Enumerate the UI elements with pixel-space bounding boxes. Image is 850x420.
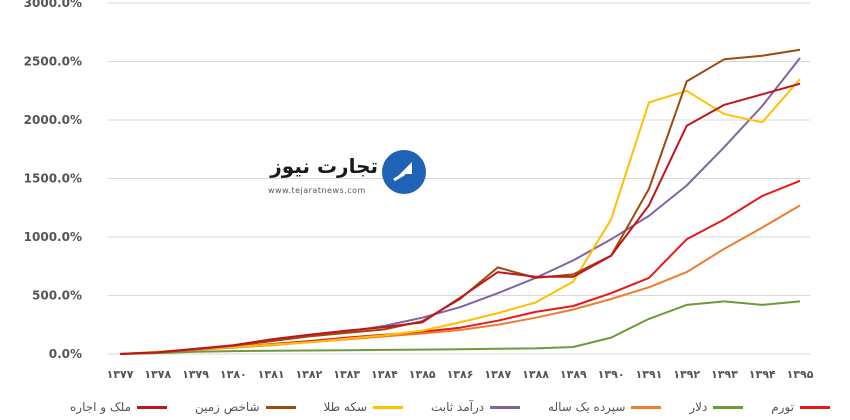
legend-item: شاخص زمین (195, 400, 296, 414)
x-tick-label: ۱۳۷۷ (107, 368, 134, 381)
x-tick-label: ۱۳۹۳ (711, 368, 738, 381)
y-tick-label: 0.0% (49, 347, 82, 361)
x-axis: ۱۳۷۷ ۱۳۷۸ ۱۳۷۹ ۱۳۸۰ ۱۳۸۱ ۱۳۸۲ ۱۳۸۳ ۱۳۸۴ ۱۳۸۵ ۱۳۸۶… (107, 368, 814, 381)
legend-label: سپرده یک ساله (548, 400, 626, 414)
y-tick-label: 1500.0% (24, 172, 82, 186)
logo-text: تجارت نیوز (270, 154, 378, 178)
series-line-7 (119, 82, 801, 355)
x-tick-label: ۱۳۸۲ (295, 368, 322, 381)
legend-swatch (265, 405, 296, 409)
x-tick-label: ۱۳۹۲ (673, 368, 700, 381)
legend-item: سپرده یک ساله (548, 400, 662, 414)
gridlines (108, 2, 810, 355)
y-tick-label: 1000.0% (24, 230, 82, 244)
legend-label: درآمد ثابت (431, 400, 485, 414)
series-lines (119, 48, 801, 355)
legend-label: سکه طلا (323, 400, 368, 414)
legend-item: سکه طلا (323, 400, 404, 414)
logo-url: www.tejaratnews.com (268, 186, 366, 195)
legend-label: دلار (689, 400, 708, 414)
x-tick-label: ۱۳۸۳ (333, 368, 360, 381)
series-line-3 (119, 204, 801, 355)
x-tick-label: ۱۳۸۶ (447, 368, 474, 381)
legend-swatch (490, 405, 521, 409)
y-tick-label: 2500.0% (24, 55, 82, 69)
x-tick-label: ۱۳۷۸ (144, 368, 171, 381)
x-tick-label: ۱۳۷۹ (182, 368, 209, 381)
legend-label: تورم (771, 400, 794, 414)
legend-swatch (713, 405, 744, 409)
x-tick-label: ۱۳۹۵ (787, 368, 814, 381)
legend-swatch (137, 405, 168, 409)
legend-label: شاخص زمین (194, 400, 260, 414)
legend-swatch (373, 405, 404, 409)
legend-item: درآمد ثابت (431, 400, 521, 414)
legend-item: دلار (689, 400, 744, 414)
watermark-logo: تجارت نیوز www.tejaratnews.com (264, 150, 430, 202)
x-tick-label: ۱۳۸۷ (484, 368, 511, 381)
y-axis: 0.0% 500.0% 1000.0% 1500.0% 2000.0% 2500.0% 30… (24, 0, 82, 361)
legend-swatch (631, 405, 662, 409)
chart-legend: تورم دلار سپرده یک ساله درآمد ثابت سکه طلا شا… (70, 398, 830, 416)
x-tick-label: ۱۳۸۸ (522, 368, 549, 381)
x-tick-label: ۱۳۸۹ (560, 368, 587, 381)
x-tick-label: ۱۳۸۱ (258, 368, 285, 381)
series-line-5 (119, 78, 801, 355)
x-tick-label: ۱۳۹۰ (598, 368, 625, 381)
y-tick-label: 3000.0% (24, 0, 82, 10)
x-tick-label: ۱۳۸۴ (371, 368, 398, 381)
x-tick-label: ۱۳۸۰ (220, 368, 247, 381)
legend-item: تورم (771, 400, 830, 414)
legend-item: ملک و اجاره (70, 400, 168, 414)
legend-label: ملک و اجاره (70, 400, 132, 414)
x-tick-label: ۱۳۹۴ (749, 368, 776, 381)
series-line-1 (119, 179, 801, 355)
legend-swatch (800, 405, 830, 409)
series-line-6 (119, 48, 801, 355)
series-line-4 (119, 57, 801, 355)
arrow-icon (382, 150, 426, 194)
y-tick-label: 2000.0% (24, 113, 82, 127)
y-tick-label: 500.0% (32, 289, 82, 303)
x-tick-label: ۱۳۹۱ (635, 368, 662, 381)
series-line-2 (119, 300, 801, 355)
x-tick-label: ۱۳۸۵ (409, 368, 436, 381)
